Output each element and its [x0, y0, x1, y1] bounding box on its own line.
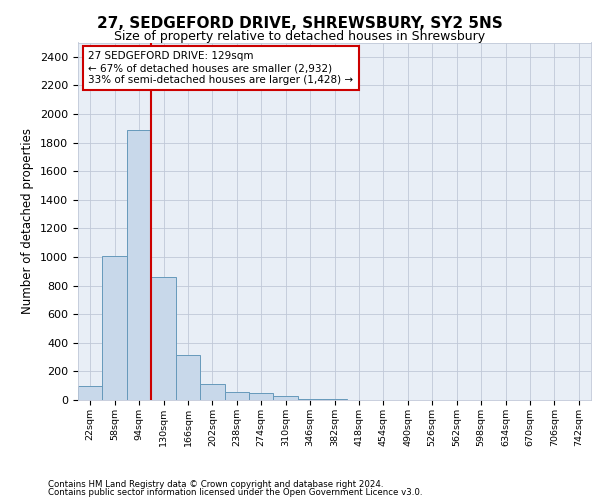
Text: Contains public sector information licensed under the Open Government Licence v3: Contains public sector information licen…	[48, 488, 422, 497]
Bar	[224, 392, 249, 400]
Bar	[249, 394, 274, 400]
Text: Contains HM Land Registry data © Crown copyright and database right 2024.: Contains HM Land Registry data © Crown c…	[48, 480, 383, 489]
Bar	[127, 130, 151, 400]
Bar	[274, 396, 298, 400]
Y-axis label: Number of detached properties: Number of detached properties	[22, 128, 34, 314]
Text: Size of property relative to detached houses in Shrewsbury: Size of property relative to detached ho…	[115, 30, 485, 43]
Bar	[176, 355, 200, 400]
Text: 27 SEDGEFORD DRIVE: 129sqm
← 67% of detached houses are smaller (2,932)
33% of s: 27 SEDGEFORD DRIVE: 129sqm ← 67% of deta…	[88, 52, 353, 84]
Bar	[151, 277, 176, 400]
Text: 27, SEDGEFORD DRIVE, SHREWSBURY, SY2 5NS: 27, SEDGEFORD DRIVE, SHREWSBURY, SY2 5NS	[97, 16, 503, 31]
Bar	[298, 398, 322, 400]
Bar	[200, 384, 224, 400]
Bar	[78, 386, 103, 400]
Bar	[103, 256, 127, 400]
